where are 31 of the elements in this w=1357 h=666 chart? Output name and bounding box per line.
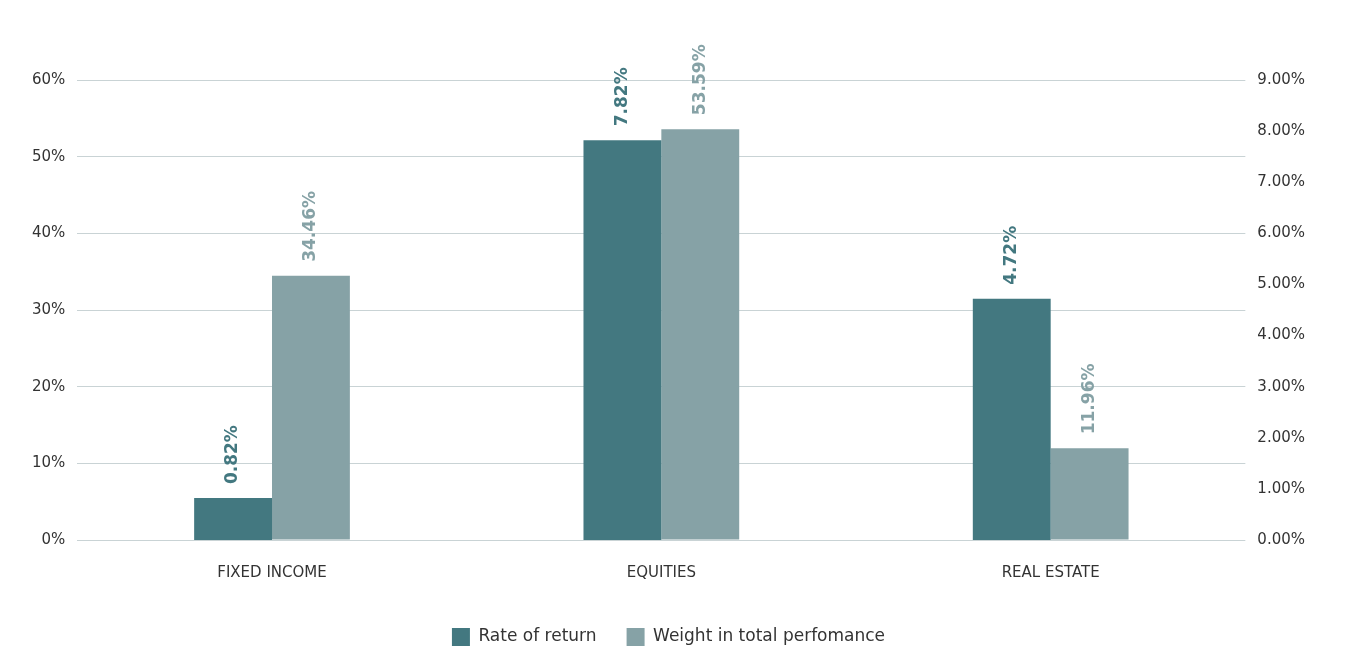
legend-label: Rate of return	[478, 625, 597, 646]
y2-tick-label: 5.00%	[1257, 274, 1305, 293]
x-tick-label: EQUITIES	[626, 562, 696, 581]
y2-tick-label: 4.00%	[1257, 325, 1305, 344]
y2-tick-label: 6.00%	[1257, 223, 1305, 242]
legend-label: Weight in total perfomance	[653, 625, 886, 646]
bar	[972, 298, 1051, 540]
data-label: 7.82%	[610, 67, 631, 127]
x-tick-label: REAL ESTATE	[1001, 562, 1100, 581]
y2-tick-label: 9.00%	[1257, 69, 1305, 88]
data-label: 11.96%	[1078, 363, 1099, 435]
y-tick-label: 10%	[32, 453, 66, 472]
y2-tick-label: 0.00%	[1257, 529, 1305, 548]
data-label: 4.72%	[1000, 225, 1021, 285]
x-tick-label: FIXED INCOME	[217, 562, 327, 581]
y-tick-label: 40%	[32, 223, 66, 242]
bar	[272, 275, 350, 540]
y2-tick-label: 2.00%	[1257, 427, 1305, 446]
y2-tick-label: 1.00%	[1257, 478, 1305, 497]
data-label: 0.82%	[221, 425, 242, 485]
data-label: 34.46%	[299, 190, 320, 262]
bar	[194, 498, 273, 540]
y2-tick-label: 8.00%	[1257, 121, 1305, 139]
y2-tick-label: 7.00%	[1257, 172, 1305, 191]
y-tick-label: 30%	[32, 299, 66, 318]
y-tick-label: 50%	[32, 146, 66, 165]
y-tick-label: 60%	[32, 69, 66, 88]
y-tick-label: 20%	[32, 376, 66, 395]
y-tick-label: 0%	[41, 529, 66, 548]
data-label: 53.59%	[688, 44, 709, 116]
y2-tick-label: 3.00%	[1257, 376, 1305, 395]
